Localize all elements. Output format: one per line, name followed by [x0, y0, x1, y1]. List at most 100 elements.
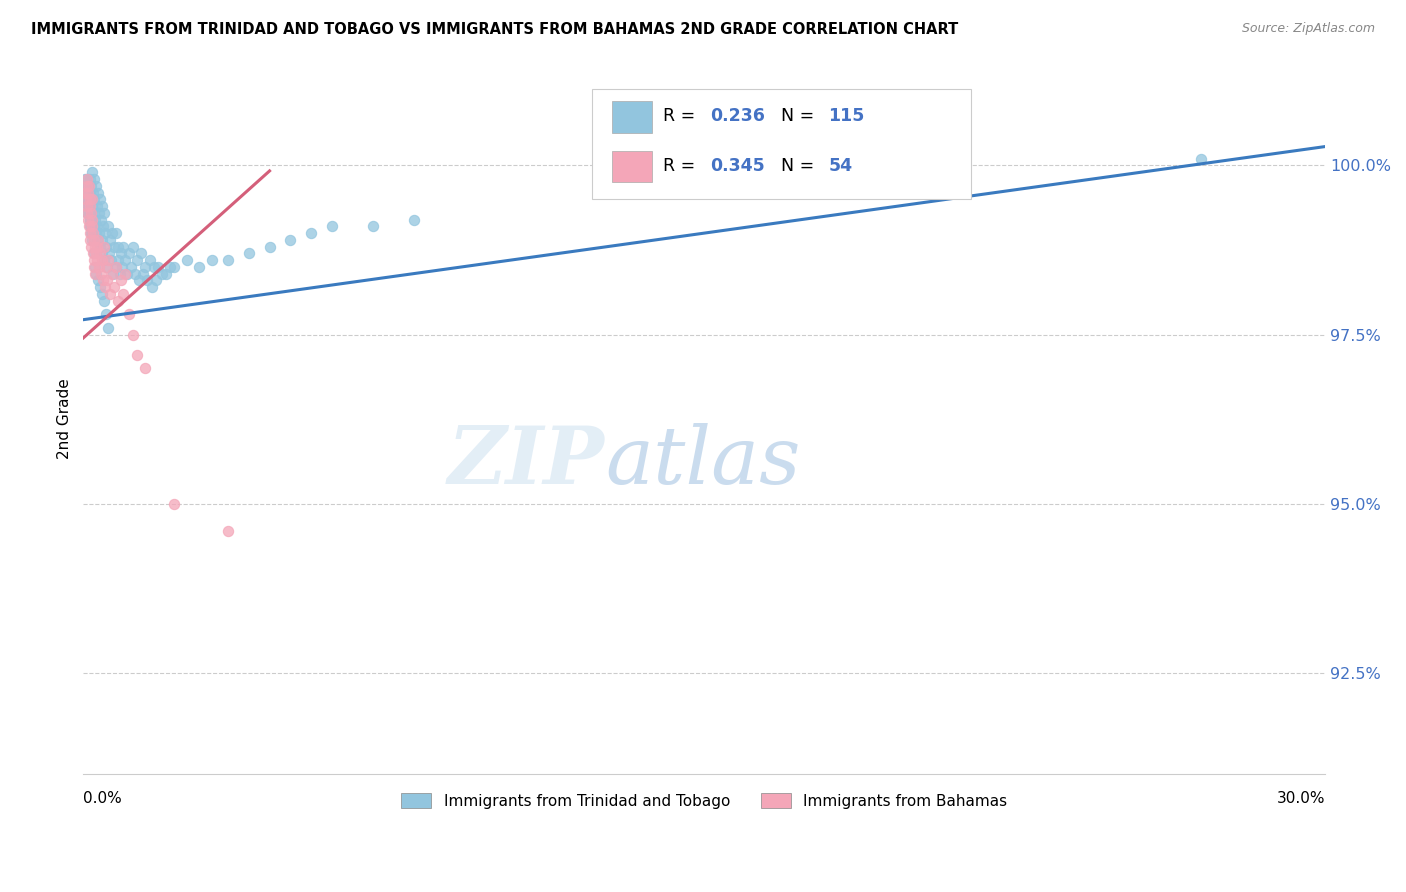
- Point: [101, 267, 124, 281]
- Point: [163, 497, 186, 511]
- Legend: Immigrants from Trinidad and Tobago, Immigrants from Bahamas: Immigrants from Trinidad and Tobago, Imm…: [394, 785, 1015, 816]
- Point: [76, 199, 98, 213]
- Point: [87, 233, 110, 247]
- Point: [76, 206, 98, 220]
- Point: [259, 240, 281, 254]
- Point: [104, 260, 127, 274]
- Point: [238, 246, 260, 260]
- Point: [77, 219, 100, 234]
- Point: [98, 233, 121, 247]
- Point: [76, 178, 98, 193]
- Point: [75, 192, 97, 206]
- Point: [84, 178, 107, 193]
- Point: [83, 219, 105, 234]
- Text: IMMIGRANTS FROM TRINIDAD AND TOBAGO VS IMMIGRANTS FROM BAHAMAS 2ND GRADE CORRELA: IMMIGRANTS FROM TRINIDAD AND TOBAGO VS I…: [31, 22, 957, 37]
- Text: ZIP: ZIP: [449, 423, 605, 500]
- Point: [76, 192, 98, 206]
- Text: R =: R =: [664, 107, 702, 125]
- Point: [91, 219, 114, 234]
- Point: [93, 240, 115, 254]
- Point: [80, 206, 103, 220]
- Point: [129, 246, 152, 260]
- Point: [89, 192, 111, 206]
- Text: atlas: atlas: [605, 423, 800, 500]
- Point: [96, 273, 118, 287]
- Text: N =: N =: [782, 157, 820, 175]
- Point: [82, 233, 104, 247]
- Text: 0.236: 0.236: [710, 107, 765, 125]
- Point: [87, 260, 110, 274]
- Point: [82, 186, 104, 200]
- Point: [84, 246, 107, 260]
- Text: 0.345: 0.345: [710, 157, 765, 175]
- Point: [217, 253, 239, 268]
- Point: [79, 212, 101, 227]
- Point: [299, 226, 322, 240]
- Point: [1189, 152, 1212, 166]
- Point: [105, 260, 128, 274]
- Point: [94, 307, 117, 321]
- Point: [145, 273, 167, 287]
- Point: [94, 260, 117, 274]
- Point: [76, 186, 98, 200]
- Point: [86, 219, 108, 234]
- Point: [107, 293, 129, 308]
- Point: [87, 186, 110, 200]
- Point: [89, 240, 111, 254]
- Point: [110, 246, 132, 260]
- Point: [107, 253, 129, 268]
- Point: [97, 219, 120, 234]
- Point: [138, 253, 160, 268]
- Point: [93, 253, 115, 268]
- Point: [80, 192, 103, 206]
- Point: [90, 267, 112, 281]
- Point: [118, 246, 141, 260]
- Point: [84, 267, 107, 281]
- Point: [82, 226, 104, 240]
- Point: [84, 226, 107, 240]
- Point: [83, 260, 105, 274]
- Point: [79, 186, 101, 200]
- Point: [79, 233, 101, 247]
- Point: [80, 165, 103, 179]
- Point: [79, 199, 101, 213]
- Point: [124, 267, 146, 281]
- Point: [80, 219, 103, 234]
- Point: [188, 260, 211, 274]
- Point: [76, 172, 98, 186]
- Point: [122, 240, 145, 254]
- Point: [87, 273, 110, 287]
- Point: [108, 267, 131, 281]
- FancyBboxPatch shape: [613, 151, 652, 182]
- Text: 30.0%: 30.0%: [1277, 791, 1324, 806]
- Point: [80, 178, 103, 193]
- Point: [90, 287, 112, 301]
- Point: [86, 253, 108, 268]
- Point: [141, 280, 163, 294]
- Point: [89, 246, 111, 260]
- Point: [94, 226, 117, 240]
- Point: [76, 206, 98, 220]
- Point: [80, 192, 103, 206]
- Point: [101, 267, 124, 281]
- Point: [83, 212, 105, 227]
- Point: [97, 253, 120, 268]
- Point: [77, 212, 100, 227]
- Point: [100, 253, 122, 268]
- Point: [75, 192, 97, 206]
- Point: [90, 199, 112, 213]
- Point: [128, 273, 150, 287]
- Point: [103, 280, 125, 294]
- Point: [103, 240, 125, 254]
- Point: [114, 267, 136, 281]
- Point: [98, 287, 121, 301]
- Point: [76, 186, 98, 200]
- Y-axis label: 2nd Grade: 2nd Grade: [58, 379, 72, 459]
- Point: [118, 307, 141, 321]
- Point: [75, 172, 97, 186]
- Point: [127, 348, 149, 362]
- Point: [80, 206, 103, 220]
- Point: [83, 192, 105, 206]
- Point: [80, 226, 103, 240]
- Point: [80, 212, 103, 227]
